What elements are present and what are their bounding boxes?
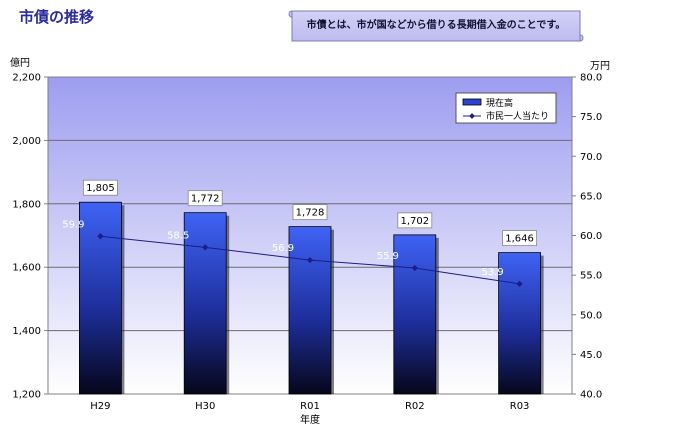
page-title: 市債の推移 (19, 8, 95, 26)
x-tick-label: R03 (510, 401, 530, 412)
right-axis-unit: 万円 (590, 61, 610, 72)
legend-bar-label: 現在高 (486, 97, 513, 109)
x-tick-label: R01 (300, 401, 320, 412)
left-tick-label: 2,200 (12, 73, 41, 84)
bar-value-label: 1,805 (86, 183, 115, 194)
line-point (411, 264, 418, 272)
right-tick-label: 40.0 (580, 390, 602, 401)
x-tick-label: R02 (405, 401, 425, 412)
bar-value-label: 1,772 (191, 194, 220, 205)
left-tick-label: 1,200 (12, 390, 41, 401)
line-point (202, 244, 209, 251)
right-tick-label: 60.0 (580, 231, 602, 242)
note-text: 市債とは、市が国などから借りる長期借入金のことです。 (306, 20, 566, 31)
bar-value-label: 1,728 (296, 208, 325, 219)
note-banner: 市債とは、市が国などから借りる長期借入金のことです。 (286, 9, 586, 43)
line-series: 59.9 58.5 56.9 55.9 53.9 (62, 219, 523, 287)
legend: 現在高 市民一人当たり (455, 92, 557, 124)
bar (79, 201, 122, 395)
bar-value-label: 1,646 (505, 234, 534, 245)
right-tick-label: 80.0 (580, 73, 602, 84)
right-tick-label: 75.0 (580, 112, 602, 123)
line-value-label: 55.9 (377, 251, 399, 262)
x-tick-label: H30 (195, 401, 215, 412)
x-axis-label: 年度 (300, 413, 320, 426)
bar (183, 212, 227, 395)
line-value-label: 58.5 (167, 230, 189, 241)
left-tick-label: 2,000 (12, 136, 41, 147)
bar-value-box (187, 190, 223, 207)
bar-value-box (83, 179, 118, 196)
legend-line-marker (469, 113, 475, 119)
bar-value-box (397, 212, 433, 229)
right-tick-label: 45.0 (580, 350, 602, 361)
bar-value-label: 1,702 (400, 216, 429, 227)
legend-line-label: 市民一人当たり (486, 110, 549, 122)
left-tick-label: 1,600 (12, 263, 41, 274)
line-value-label: 53.9 (481, 267, 503, 278)
left-tick-label: 1,400 (12, 326, 41, 337)
right-tick-label: 70.0 (580, 152, 602, 163)
line-value-label: 56.9 (272, 243, 294, 254)
scroll-banner-shape (288, 10, 584, 42)
legend-bar-swatch (462, 98, 482, 106)
bar-value-box (292, 204, 328, 221)
left-axis-ticks: 1,200 1,400 1,600 1,800 2,000 2,200 (12, 73, 48, 401)
line-value-label: 59.9 (62, 219, 84, 230)
right-tick-label: 50.0 (580, 310, 602, 321)
x-axis-ticks: H29 H30 R01 R02 R03 (90, 401, 529, 412)
x-tick-label: H29 (90, 401, 110, 412)
right-tick-label: 65.0 (580, 191, 602, 202)
left-tick-label: 1,800 (12, 199, 41, 210)
bar (498, 252, 542, 395)
bar-value-box (502, 230, 538, 247)
line-point (306, 256, 314, 264)
left-axis-unit: 億円 (10, 58, 30, 69)
bar (288, 226, 332, 395)
right-axis-ticks: 40.0 45.0 50.0 55.0 60.0 65.0 70.0 75.0 80.0 (572, 73, 602, 401)
right-tick-label: 55.0 (580, 271, 602, 282)
line-point (97, 233, 104, 240)
bar (393, 234, 437, 395)
